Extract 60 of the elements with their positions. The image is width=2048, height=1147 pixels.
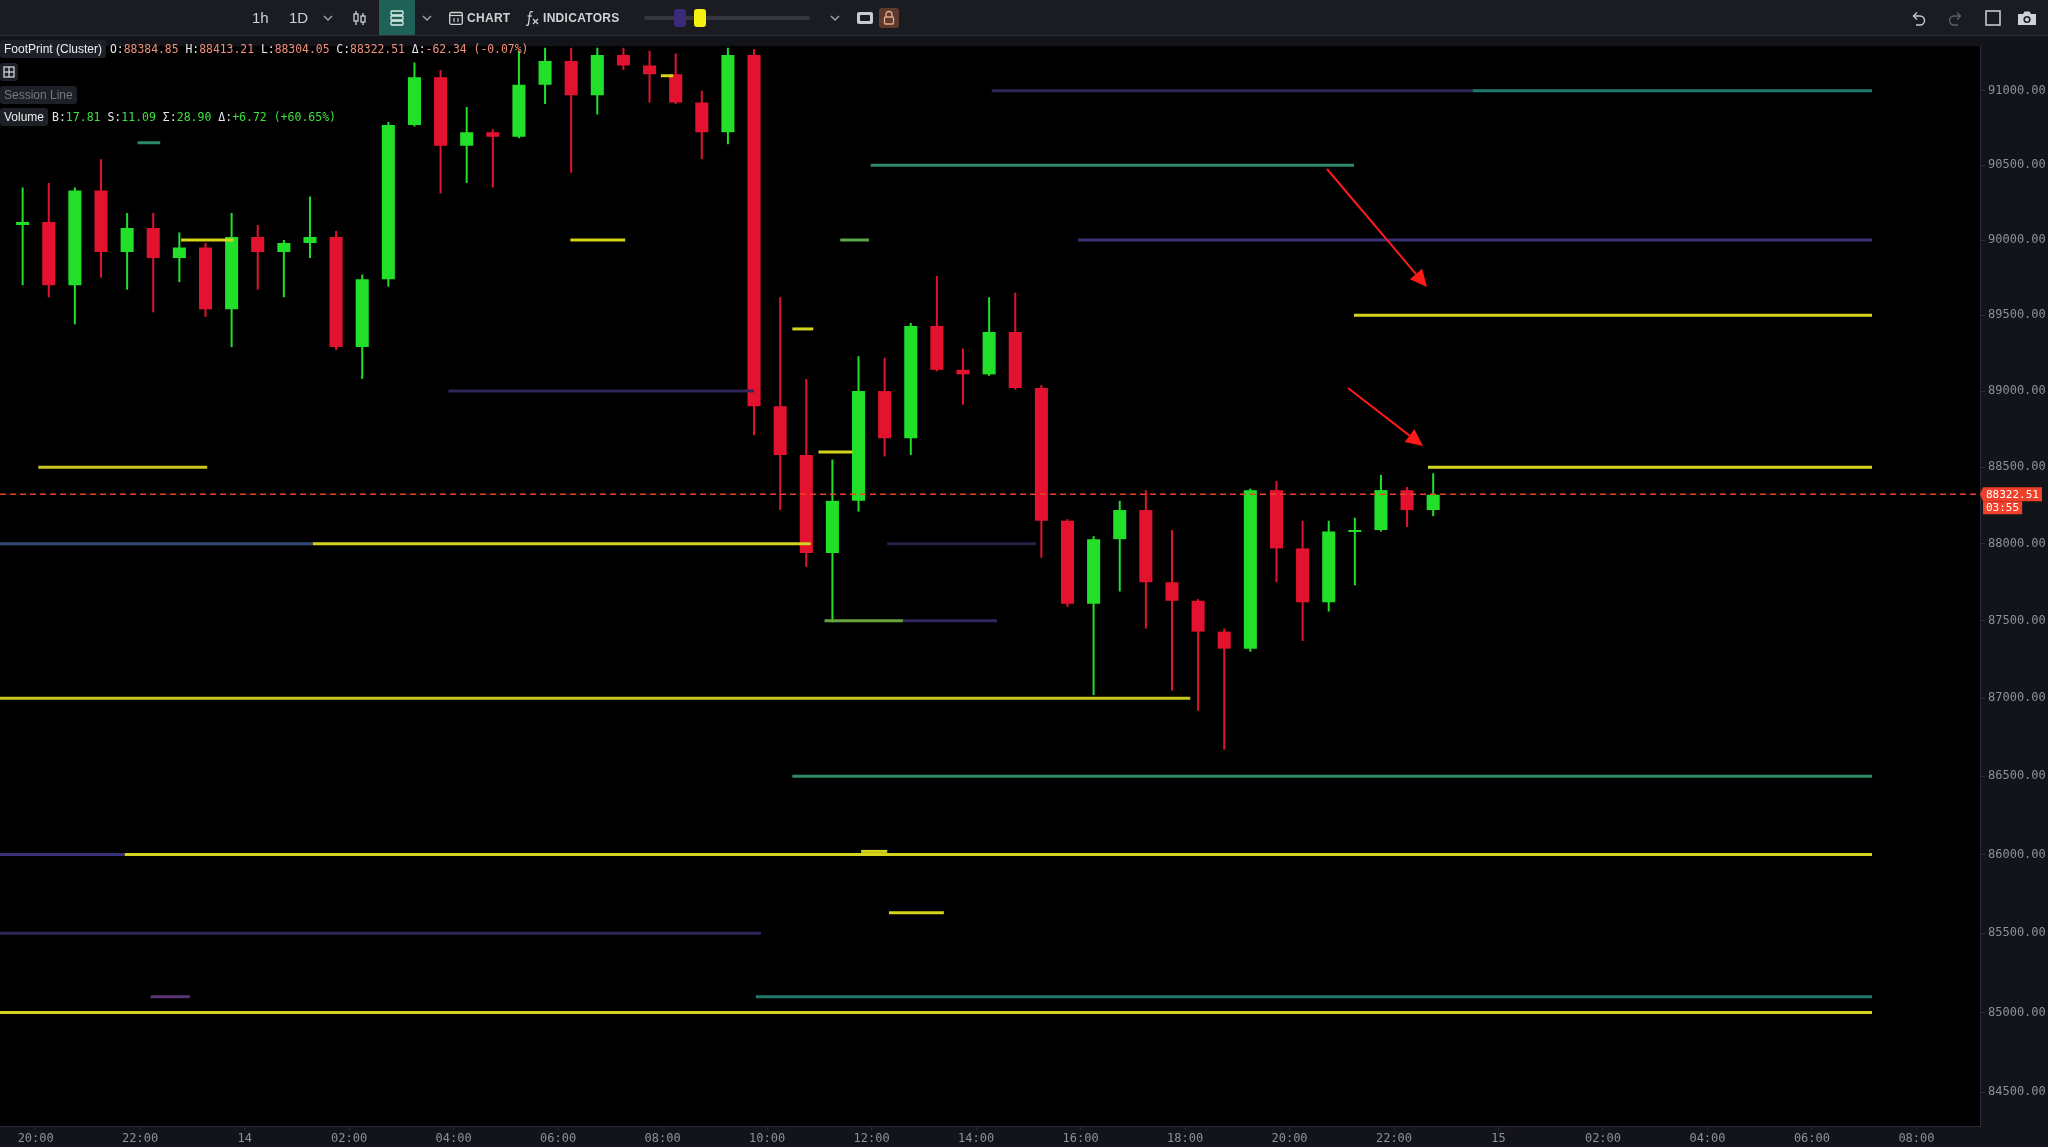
x-tick-label: 22:00 — [1375, 1131, 1413, 1146]
candlestick — [1400, 486, 1414, 528]
x-tick-label: 20:00 — [17, 1131, 54, 1146]
candlestick — [538, 46, 552, 106]
candlestick — [16, 186, 30, 287]
y-tick-label: 89000.00 — [1988, 383, 2046, 398]
y-tick-label: 85000.00 — [1988, 1004, 2046, 1019]
candlestick — [1217, 627, 1231, 751]
ref-line-label: 88322.51 — [1986, 487, 2039, 501]
y-tick-label: 87000.00 — [1988, 690, 2046, 705]
y-tick-label: 88000.00 — [1988, 535, 2046, 550]
x-tick-label: 18:00 — [1166, 1131, 1204, 1146]
candlestick — [486, 128, 500, 189]
x-tick-label: 14 — [237, 1131, 252, 1146]
x-tick-label: 10:00 — [749, 1131, 786, 1146]
x-tick-label: 02:00 — [1584, 1131, 1622, 1146]
y-tick-label: 91000.00 — [1988, 82, 2046, 97]
text: INDICATORS — [543, 10, 620, 27]
candlestick — [1348, 516, 1362, 587]
candlestick — [1426, 472, 1440, 518]
candlestick — [643, 49, 657, 104]
text: O:88384.85 H:88413.21 L:88304.05 C:88322.51 Δ:-62.34 (-0.07%) — [110, 42, 529, 56]
candlestick — [1165, 528, 1179, 692]
candlestick — [460, 106, 474, 185]
y-tick-label: 84500.00 — [1988, 1084, 2046, 1099]
x-tick-label: 08:00 — [644, 1131, 681, 1146]
x-tick-label: 04:00 — [435, 1131, 472, 1146]
y-tick-label: 88500.00 — [1988, 459, 2046, 474]
x-tick-label: 06:00 — [540, 1131, 577, 1146]
x-tick-label: 06:00 — [1793, 1131, 1831, 1146]
annotation: Session Line — [0, 86, 77, 104]
y-tick-label: 85500.00 — [1988, 925, 2046, 940]
text: 03:55 — [1986, 501, 2020, 515]
x-tick-label: 08:00 — [1898, 1131, 1935, 1146]
x-tick-label: 20:00 — [1271, 1131, 1308, 1146]
annotation: Volume — [0, 108, 49, 126]
x-tick-label: 04:00 — [1689, 1131, 1726, 1146]
candlestick — [277, 239, 291, 299]
annotation: FootPrint (Cluster) — [0, 40, 107, 58]
text: CHART — [467, 10, 511, 27]
candlestick — [616, 46, 630, 71]
x-tick-label: 15 — [1491, 1131, 1506, 1146]
text: 1D — [289, 8, 309, 28]
y-tick-label: 86500.00 — [1988, 768, 2046, 783]
candlestick — [956, 347, 970, 406]
candlestick — [172, 231, 186, 284]
x-tick-label: 02:00 — [331, 1131, 368, 1146]
y-tick-label: 87500.00 — [1988, 612, 2046, 627]
x-tick-label: 12:00 — [853, 1131, 890, 1146]
y-tick-label: 86000.00 — [1988, 846, 2046, 861]
x-tick-label: 14:00 — [958, 1131, 995, 1146]
x-tick-label: 22:00 — [122, 1131, 159, 1146]
y-tick-label: 90000.00 — [1988, 232, 2046, 247]
text: B:17.81 S:11.09 Σ:28.90 Δ:+6.72 (+60.65%) — [52, 110, 336, 124]
x-tick-label: 16:00 — [1062, 1131, 1099, 1146]
y-tick-label: 89500.00 — [1988, 307, 2046, 322]
text: 1h — [252, 8, 269, 28]
candlestick — [303, 195, 317, 260]
y-tick-label: 90500.00 — [1988, 157, 2046, 172]
candlestick — [251, 224, 265, 291]
